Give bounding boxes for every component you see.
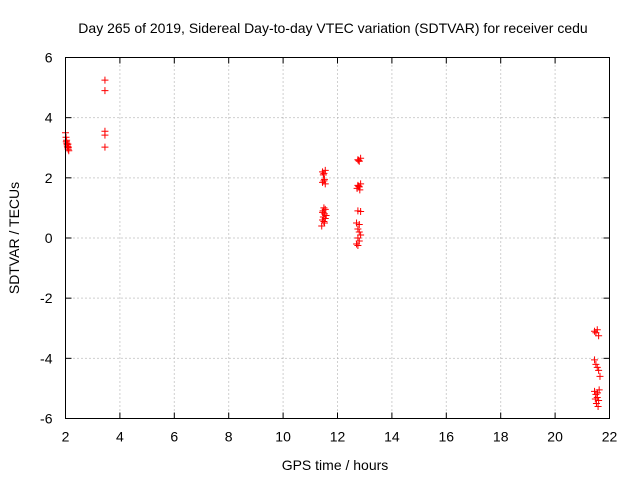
data-point xyxy=(595,386,603,394)
data-point xyxy=(353,240,361,248)
x-tick-label: 12 xyxy=(330,429,346,445)
y-tick-label: 4 xyxy=(45,110,53,126)
data-point xyxy=(320,217,328,225)
y-tick-label: 2 xyxy=(45,170,53,186)
data-point xyxy=(319,171,327,179)
x-tick-label: 10 xyxy=(275,429,291,445)
data-point xyxy=(356,186,364,194)
x-tick-label: 18 xyxy=(493,429,509,445)
data-point xyxy=(593,363,601,371)
data-point xyxy=(321,166,329,174)
data-point xyxy=(354,234,362,242)
data-point xyxy=(357,208,365,216)
x-tick-label: 8 xyxy=(225,429,233,445)
data-point xyxy=(591,395,599,403)
data-point xyxy=(355,182,363,190)
x-axis-title: GPS time / hours xyxy=(282,457,389,473)
y-tick-label: 0 xyxy=(45,230,53,246)
data-point xyxy=(320,177,328,185)
grid xyxy=(65,57,610,419)
data-point xyxy=(592,390,600,398)
data-point xyxy=(592,360,600,368)
data-point xyxy=(355,228,363,236)
data-point xyxy=(355,220,363,228)
data-point xyxy=(591,387,599,395)
data-point xyxy=(596,372,604,380)
data-point xyxy=(64,143,72,151)
data-point xyxy=(319,207,327,215)
data-point xyxy=(354,225,362,233)
data-point xyxy=(354,242,362,250)
chart-title: Day 265 of 2019, Sidereal Day-to-day VTE… xyxy=(78,20,587,36)
data-point xyxy=(320,175,328,183)
y-tick-label: -6 xyxy=(40,411,53,427)
data-point xyxy=(595,366,603,374)
data-point xyxy=(318,222,326,230)
data-point xyxy=(101,143,109,151)
data-point xyxy=(595,332,603,340)
data-points xyxy=(62,76,604,410)
data-point xyxy=(101,87,109,95)
plot-frame xyxy=(65,57,610,419)
data-point xyxy=(101,131,109,139)
data-point xyxy=(321,180,329,188)
data-point xyxy=(355,157,363,165)
data-point xyxy=(355,156,363,164)
tick-labels: 2 4 6 8 10 12 14 16 18 20 22 -6 -4 -2 0 2 4 6 xyxy=(40,50,617,445)
data-point xyxy=(320,204,328,212)
y-tick-label: -2 xyxy=(40,290,53,306)
y-tick-label: -4 xyxy=(40,350,53,366)
x-tick-label: 6 xyxy=(170,429,178,445)
y-tick-label: 6 xyxy=(45,50,53,66)
data-point xyxy=(320,210,328,218)
data-point xyxy=(101,76,109,84)
x-tick-label: 14 xyxy=(384,429,400,445)
y-axis-title: SDTVAR / TECUs xyxy=(6,182,22,294)
x-tick-label: 4 xyxy=(116,429,124,445)
data-point xyxy=(320,169,328,177)
data-point xyxy=(594,402,602,410)
x-tick-label: 20 xyxy=(547,429,563,445)
x-tick-label: 16 xyxy=(439,429,455,445)
data-point xyxy=(592,399,600,407)
x-tick-label: 22 xyxy=(602,429,618,445)
data-point xyxy=(593,326,601,334)
data-point xyxy=(594,389,602,397)
data-point xyxy=(322,211,330,219)
data-point xyxy=(591,356,599,364)
x-tick-label: 2 xyxy=(62,429,70,445)
